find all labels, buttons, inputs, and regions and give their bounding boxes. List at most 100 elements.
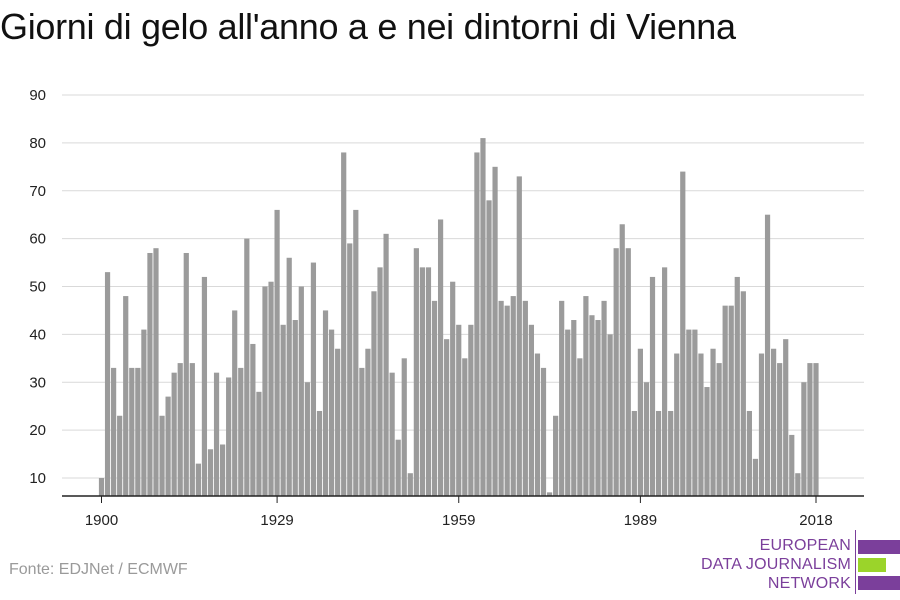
bar-1927 [262, 286, 268, 496]
bar-2006 [740, 291, 746, 496]
bar-1947 [383, 233, 389, 496]
logo-divider [855, 530, 856, 594]
bar-2015 [795, 473, 801, 496]
bar-1995 [674, 353, 680, 496]
bar-2001 [710, 348, 716, 496]
bar-1935 [310, 262, 317, 496]
bar-1920 [220, 444, 226, 496]
bar-1932 [292, 320, 298, 496]
bar-2003 [722, 305, 728, 496]
bar-1974 [546, 492, 553, 496]
bar-2010 [764, 214, 771, 496]
y-tick-label: 80 [29, 135, 46, 152]
bar-1978 [571, 320, 577, 496]
bar-1970 [522, 300, 528, 496]
y-tick-label: 60 [29, 231, 46, 248]
bar-1905 [129, 367, 135, 496]
bar-1991 [649, 276, 656, 496]
bar-1928 [268, 281, 274, 496]
bar-1952 [413, 248, 419, 496]
bar-1968 [510, 296, 516, 496]
y-tick-label: 30 [29, 374, 46, 391]
bar-1906 [135, 367, 141, 496]
bar-1951 [407, 473, 413, 496]
x-axis: 1900 1929 1959 1989 2018 [62, 495, 864, 529]
bar-1965 [492, 166, 498, 496]
bar-1992 [655, 410, 662, 496]
bar-1985 [613, 248, 619, 496]
bar-1912 [171, 372, 177, 496]
bar-1973 [540, 367, 547, 496]
bar-2000 [704, 387, 710, 496]
bar-2018 [813, 363, 819, 496]
y-axis-ticks: 10 20 30 40 50 60 70 80 90 [29, 87, 46, 487]
bar-1926 [256, 391, 262, 496]
bar-1980 [583, 296, 589, 496]
bar-1923 [238, 367, 244, 496]
bar-1976 [559, 300, 565, 496]
logo-line-1: EUROPEAN [759, 537, 851, 554]
x-tick-label: 1959 [442, 512, 475, 529]
bar-1956 [437, 219, 444, 496]
bar-1929 [274, 209, 280, 496]
bar-2005 [734, 276, 740, 496]
bar-1993 [662, 267, 668, 496]
x-tick-label: 2018 [799, 512, 832, 529]
bar-1939 [335, 348, 341, 496]
bar-1938 [328, 329, 335, 496]
x-tick-label: 1989 [624, 512, 657, 529]
bar-1987 [625, 248, 631, 496]
bar-1945 [371, 291, 377, 496]
bar-2007 [746, 410, 752, 496]
bar-2008 [752, 458, 759, 496]
logo-line-2: DATA JOURNALISM [701, 556, 851, 573]
logo-line-3: NETWORK [767, 575, 851, 592]
edjnet-logo: EUROPEAN DATA JOURNALISM NETWORK [700, 530, 900, 597]
bar-1967 [504, 305, 510, 496]
bar-1949 [395, 439, 401, 496]
bar-1924 [244, 238, 250, 496]
bar-1913 [177, 363, 183, 496]
bar-1901 [104, 272, 111, 496]
bar-1914 [183, 252, 189, 496]
bar-1982 [595, 320, 601, 496]
bar-1940 [341, 152, 347, 496]
bar-1933 [298, 286, 304, 496]
bar-1971 [528, 324, 535, 496]
bar-1904 [123, 296, 129, 496]
bar-1921 [226, 377, 232, 496]
bar-2014 [789, 434, 795, 496]
bar-1975 [553, 415, 559, 496]
bar-1911 [165, 396, 171, 496]
bar-1969 [516, 176, 522, 496]
bar-1943 [359, 367, 365, 496]
y-tick-label: 20 [29, 422, 46, 439]
bar-1986 [619, 224, 625, 496]
bar-1922 [232, 310, 238, 496]
bar-1946 [377, 267, 383, 496]
bar-1908 [147, 252, 153, 496]
bar-2004 [728, 305, 734, 496]
bar-1957 [444, 339, 450, 496]
bar-1900 [98, 478, 105, 496]
y-tick-label: 50 [29, 279, 46, 296]
bar-1988 [631, 410, 637, 496]
bar-2016 [801, 382, 807, 496]
bar-1948 [389, 372, 395, 496]
bar-1977 [565, 329, 571, 496]
y-tick-label: 10 [29, 470, 46, 487]
bar-1997 [686, 329, 692, 496]
bar-1941 [347, 243, 353, 496]
bar-1954 [425, 267, 432, 496]
bar-1990 [643, 382, 650, 496]
bar-1963 [480, 138, 486, 496]
y-tick-label: 90 [29, 87, 46, 104]
bar-1998 [692, 329, 698, 496]
bar-1950 [401, 358, 407, 496]
bar-1955 [431, 300, 438, 496]
bar-1958 [450, 281, 456, 496]
y-tick-label: 40 [29, 326, 46, 343]
bar-2012 [777, 363, 783, 496]
bar-1910 [159, 415, 165, 496]
